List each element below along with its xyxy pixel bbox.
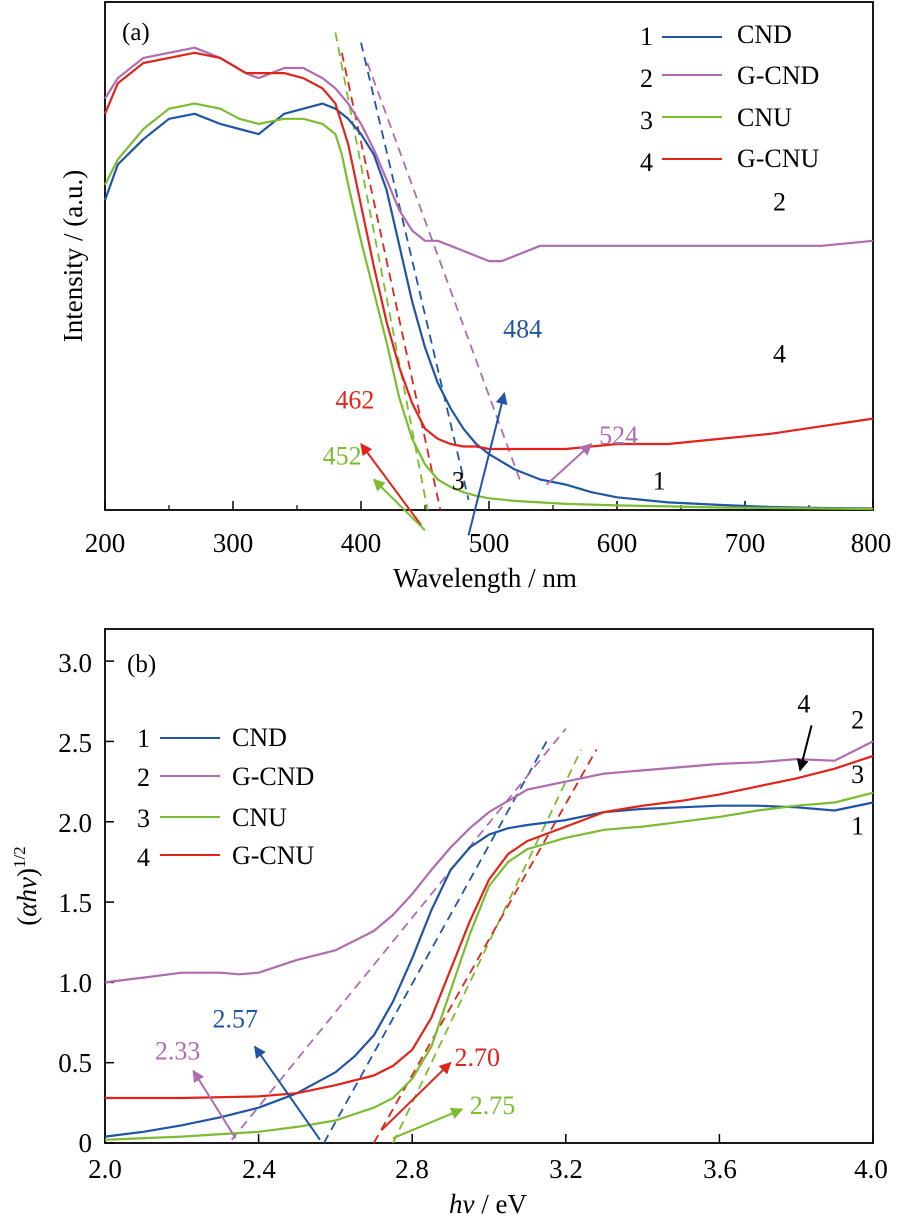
- y-tick-label: 3.0: [58, 648, 92, 678]
- series-line-g-cnu: [105, 754, 874, 1100]
- panel-a-legend: 1 2 3 4 CND G-CND CNU G-CNU: [640, 20, 820, 177]
- y-tick-label: 2.0: [58, 808, 92, 838]
- legend-label: G-CNU: [737, 144, 820, 173]
- series-line-g-cnu: [103, 51, 874, 451]
- tangent-line-cnu: [334, 32, 429, 511]
- edge-arrow-g-cnu: [380, 1061, 452, 1131]
- tangent-line-cnu: [392, 749, 582, 1144]
- legend-label: CND: [737, 20, 792, 49]
- x-tick-label: 2.4: [242, 1154, 276, 1184]
- legend-label: CND: [232, 723, 287, 752]
- x-tick-label: 700: [725, 528, 766, 558]
- edge-arrow-g-cnd: [545, 443, 593, 486]
- edge-arrow-cnu: [392, 1107, 464, 1140]
- legend-number: 1: [640, 22, 653, 51]
- series-line-cnu: [104, 102, 874, 511]
- edge-arrow-cnu: [372, 478, 426, 532]
- curve-number-label: 4: [773, 340, 786, 369]
- x-tick-label: 2.0: [88, 1154, 122, 1184]
- panel-b-tangent-lines: [231, 728, 598, 1144]
- x-tick-label: 3.6: [703, 1154, 737, 1184]
- legend-number: 4: [137, 843, 150, 872]
- tangent-line-cnd: [360, 42, 470, 501]
- curve-number-arrow: [796, 725, 813, 772]
- edge-label-g-cnu: 2.70: [454, 1043, 500, 1072]
- edge-arrow-cnd: [253, 1045, 321, 1141]
- panel-b-series: [104, 740, 874, 1141]
- panel-a-x-tick-labels: 200 300 400 500 600 700 800: [85, 528, 892, 558]
- edge-label-cnu: 452: [323, 441, 362, 470]
- series-line-cnu: [104, 791, 874, 1141]
- panel-b-y-axis-title: (αhν)1/2: [10, 846, 42, 925]
- panel-b-x-axis-title: hν / eV: [449, 1189, 527, 1219]
- x-tick-label: 600: [597, 528, 638, 558]
- tangent-line-g-cnd: [231, 728, 567, 1141]
- panel-a: (a) 200 300 400 500 600 700 800 Waveleng…: [58, 1, 892, 593]
- x-tick-label: 3.2: [549, 1154, 583, 1184]
- panel-b-label: (b): [127, 651, 156, 678]
- panel-b-legend: 1 2 3 4 CND G-CND CNU G-CNU: [137, 723, 315, 872]
- legend-label: G-CNU: [232, 841, 315, 870]
- y-tick-label: 0: [79, 1128, 93, 1158]
- legend-label: CNU: [232, 803, 287, 832]
- x-tick-label: 2.8: [395, 1154, 429, 1184]
- edge-arrow-g-cnu: [360, 442, 422, 526]
- panel-b-plot-frame: [104, 628, 874, 1144]
- tangent-line-g-cnd: [366, 62, 521, 480]
- panel-a-tangent-lines: [334, 32, 521, 511]
- tangent-line-cnd: [323, 741, 548, 1144]
- x-tick-label: 400: [341, 528, 382, 558]
- edge-label-cnd: 484: [503, 314, 542, 343]
- curve-number-label: 1: [653, 467, 666, 496]
- legend-label: G-CND: [737, 61, 819, 90]
- edge-label-g-cnu: 462: [335, 385, 374, 414]
- panel-b-annotations: 2.57 2.33 2.70 2.75 2 3 1 4: [155, 690, 864, 1141]
- panel-a-y-axis-title: Intensity / (a.u.): [58, 170, 88, 342]
- legend-label: CNU: [737, 103, 792, 132]
- edge-label-g-cnd: 2.33: [155, 1036, 201, 1065]
- panel-b-x-tick-labels: 2.0 2.4 2.8 3.2 3.6 4.0: [88, 1154, 888, 1184]
- y-tick-label: 2.5: [58, 728, 92, 758]
- curve-number-label: 2: [773, 187, 786, 216]
- series-line-g-cnd: [104, 740, 874, 984]
- x-tick-label: 500: [469, 528, 510, 558]
- y-tick-label: 0.5: [58, 1048, 92, 1078]
- curve-number-label: 3: [851, 760, 864, 789]
- legend-number: 2: [640, 64, 653, 93]
- series-line-cnd: [104, 801, 874, 1138]
- x-tick-label: 4.0: [854, 1154, 888, 1184]
- edge-label-cnu: 2.75: [470, 1091, 516, 1120]
- panel-a-series: [103, 46, 874, 511]
- legend-number: 1: [137, 724, 150, 753]
- tangent-line-g-cnu: [340, 52, 442, 511]
- edge-arrow-cnd: [467, 391, 508, 536]
- edge-arrow-g-cnd: [192, 1069, 237, 1139]
- curve-number-label: 4: [797, 690, 810, 719]
- x-tick-label: 300: [213, 528, 254, 558]
- panel-a-label: (a): [122, 19, 150, 46]
- legend-label: G-CND: [232, 762, 314, 791]
- panel-b: (b) 2.0 2.4 2.8 3.2 3.6 4.0 0 0.5 1.0 1.…: [10, 628, 888, 1219]
- curve-number-label: 3: [452, 467, 465, 496]
- panel-a-x-axis-title: Wavelength / nm: [393, 563, 577, 593]
- legend-number: 3: [640, 106, 653, 135]
- curve-number-label: 1: [851, 812, 864, 841]
- x-tick-label: 200: [85, 528, 126, 558]
- y-tick-label: 1.0: [58, 968, 92, 998]
- y-tick-label: 1.5: [58, 888, 92, 918]
- x-tick-label: 800: [851, 528, 892, 558]
- panel-a-annotations: 462 452 484 524 2 4 3 1: [323, 187, 786, 536]
- legend-number: 4: [640, 148, 653, 177]
- edge-label-g-cnd: 524: [599, 421, 638, 450]
- curve-number-label: 2: [851, 706, 864, 735]
- tangent-line-g-cnu: [373, 749, 598, 1144]
- panel-b-y-tick-labels: 0 0.5 1.0 1.5 2.0 2.5 3.0: [58, 648, 92, 1158]
- edge-label-cnd: 2.57: [213, 1004, 259, 1033]
- legend-number: 2: [137, 763, 150, 792]
- series-line-cnd: [103, 102, 874, 510]
- legend-number: 3: [137, 804, 150, 833]
